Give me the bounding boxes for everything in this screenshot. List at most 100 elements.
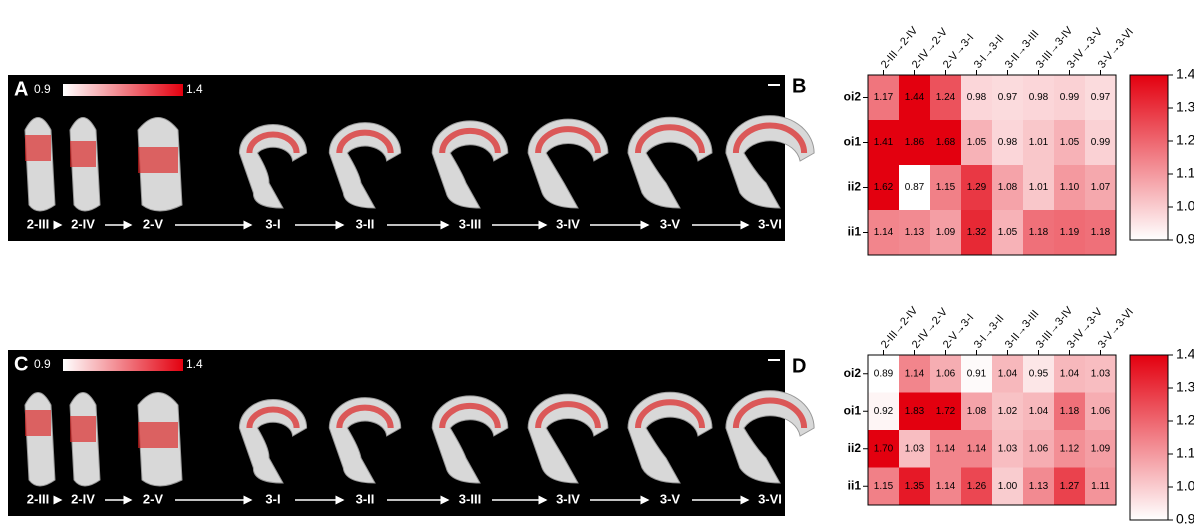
- cell-label: 1.27: [1060, 481, 1080, 492]
- cell-label: 0.87: [905, 182, 925, 193]
- cell-label: 1.05: [1060, 137, 1080, 148]
- cell-label: 1.44: [905, 92, 925, 103]
- stage-label: 3-IV: [556, 216, 580, 231]
- stage-label: 3-II: [356, 491, 375, 506]
- row-label: oi1: [844, 403, 862, 417]
- scale-max: 1.4: [186, 82, 203, 96]
- cell-label: 1.86: [905, 137, 925, 148]
- stage-label: 3-IV: [556, 491, 580, 506]
- specimen-red: [138, 422, 178, 448]
- stage-label: 3-VI: [758, 491, 782, 506]
- cell-label: 0.97: [998, 92, 1018, 103]
- cell-label: 0.97: [1091, 92, 1111, 103]
- colorbar-tick-label: 0.9: [1176, 511, 1194, 524]
- cell-label: 1.00: [998, 481, 1018, 492]
- colorbar-tick-label: 1.1: [1176, 165, 1194, 181]
- cell-label: 1.10: [1060, 182, 1080, 193]
- cell-label: 1.01: [1029, 137, 1049, 148]
- cell-label: 1.14: [874, 227, 894, 238]
- colorbar: [1130, 355, 1168, 520]
- panel-letter: C: [14, 353, 28, 375]
- cell-label: 1.03: [998, 443, 1018, 454]
- stage-label: 2-V: [143, 491, 164, 506]
- cell-label: 1.08: [967, 406, 987, 417]
- cell-label: 1.03: [1091, 368, 1111, 379]
- cell-label: 1.01: [1029, 182, 1049, 193]
- stage-label: 3-I: [265, 216, 280, 231]
- column-label: 3-I→3-II: [972, 313, 1007, 351]
- specimen-red: [138, 147, 178, 173]
- cell-label: 1.05: [967, 137, 987, 148]
- stage-label: 2-IV: [71, 491, 95, 506]
- cell-label: 1.14: [967, 443, 987, 454]
- row-label: ii1: [848, 478, 862, 492]
- cell-label: 0.95: [1029, 368, 1049, 379]
- row-label: ii1: [848, 225, 862, 239]
- cell-label: 1.32: [967, 227, 987, 238]
- scale-bar: [63, 359, 183, 371]
- panel-letter: D: [792, 355, 806, 377]
- colorbar-tick-label: 1.4: [1176, 66, 1194, 82]
- cell-label: 1.17: [874, 92, 894, 103]
- cell-label: 1.24: [936, 92, 956, 103]
- cell-label: 1.04: [1060, 368, 1080, 379]
- stage-label: 3-III: [459, 491, 481, 506]
- specimen-red: [70, 416, 96, 442]
- cell-label: 1.68: [936, 137, 956, 148]
- scale-min: 0.9: [34, 357, 51, 371]
- cell-label: 1.19: [1060, 227, 1080, 238]
- cell-label: 0.91: [967, 368, 987, 379]
- stage-label: 2-IV: [71, 216, 95, 231]
- colorbar-tick-label: 1.1: [1176, 445, 1194, 461]
- colorbar-tick-label: 1.4: [1176, 346, 1194, 362]
- stage-label: 2-V: [143, 216, 164, 231]
- colorbar-tick-label: 1.0: [1176, 478, 1194, 494]
- row-label: ii2: [848, 441, 862, 455]
- cell-label: 1.07: [1091, 182, 1111, 193]
- cell-label: 1.05: [998, 227, 1018, 238]
- stage-label: 3-V: [660, 216, 681, 231]
- cell-label: 1.18: [1060, 406, 1080, 417]
- stage-label: 2-III: [27, 491, 49, 506]
- cell-label: 0.98: [1029, 92, 1049, 103]
- stage-label: 3-V: [660, 491, 681, 506]
- row-label: ii2: [848, 180, 862, 194]
- colorbar-tick-label: 1.3: [1176, 99, 1194, 115]
- colorbar: [1130, 75, 1168, 240]
- cell-label: 1.03: [905, 443, 925, 454]
- cell-label: 1.06: [1029, 443, 1049, 454]
- cell-label: 1.11: [1091, 481, 1110, 492]
- cell-label: 1.72: [936, 406, 956, 417]
- cell-label: 0.99: [1091, 137, 1111, 148]
- cell-label: 1.06: [1091, 406, 1111, 417]
- stage-label: 3-III: [459, 216, 481, 231]
- row-label: oi1: [844, 135, 862, 149]
- cell-label: 1.35: [905, 481, 925, 492]
- stage-label: 3-II: [356, 216, 375, 231]
- cell-label: 0.98: [967, 92, 987, 103]
- specimen-red: [70, 141, 96, 167]
- cell-label: 1.13: [905, 227, 925, 238]
- scale-max: 1.4: [186, 357, 203, 371]
- row-label: oi2: [844, 90, 862, 104]
- cell-label: 1.14: [936, 443, 956, 454]
- cell-label: 0.99: [1060, 92, 1080, 103]
- cell-label: 1.12: [1060, 443, 1080, 454]
- row-label: oi2: [844, 366, 862, 380]
- cell-label: 1.08: [998, 182, 1018, 193]
- scale-min: 0.9: [34, 82, 51, 96]
- cell-label: 1.70: [874, 443, 894, 454]
- cell-label: 0.92: [874, 406, 894, 417]
- panel-letter: B: [792, 75, 806, 97]
- cell-label: 1.18: [1029, 227, 1049, 238]
- cell-label: 1.06: [936, 368, 956, 379]
- colorbar-tick-label: 1.2: [1176, 132, 1194, 148]
- stage-label: 3-I: [265, 491, 280, 506]
- cell-label: 1.04: [1029, 406, 1049, 417]
- figure: A0.91.42-III2-IV2-V3-I3-II3-III3-IV3-V3-…: [0, 0, 1194, 524]
- cell-label: 1.15: [874, 481, 894, 492]
- colorbar-tick-label: 0.9: [1176, 231, 1194, 247]
- cell-label: 1.04: [998, 368, 1018, 379]
- stage-label: 2-III: [27, 216, 49, 231]
- cell-label: 1.41: [874, 137, 894, 148]
